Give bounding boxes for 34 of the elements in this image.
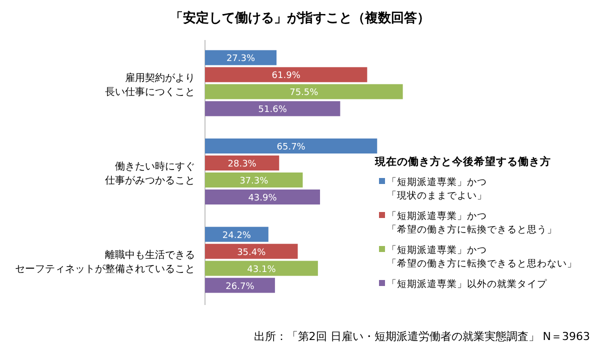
data-label: 35.4% <box>237 248 266 258</box>
data-label: 43.9% <box>248 194 278 204</box>
bar <box>205 190 320 204</box>
text: 出所：「第2回 日雇い・短期派遣労働者の就業実態調査」 N＝3963 <box>254 330 590 343</box>
data-label: 65.7% <box>276 142 306 152</box>
bar <box>205 172 303 188</box>
data-label: 24.2% <box>222 230 252 241</box>
legend-label: 「短期派遣専業」かつ「希望の働き方に転換できると思う」 <box>387 210 557 236</box>
bar <box>205 67 368 82</box>
data-label: 43.1% <box>247 264 276 275</box>
bar <box>205 50 277 66</box>
bar <box>205 101 340 116</box>
data-label: 37.3% <box>240 176 269 186</box>
y-tick-label: 働きたい時にすぐ仕事がみつかること <box>105 160 195 186</box>
data-label: 75.5% <box>290 88 319 98</box>
bar <box>205 84 403 100</box>
bar <box>205 138 378 154</box>
bar <box>205 278 275 293</box>
legend-label: 「短期派遣専業」かつ「希望の働き方に転換できると思わない」 <box>387 244 577 270</box>
bar <box>205 226 268 242</box>
data-label: 27.3% <box>226 54 256 64</box>
bar <box>205 156 280 170</box>
data-label: 61.9% <box>272 71 301 82</box>
data-label: 51.6% <box>258 105 288 116</box>
data-label: 28.3% <box>228 160 257 170</box>
chart-title: 「安定して働ける」が指すこと（複数回答） <box>170 10 430 26</box>
legend-title: 現在の働き方と今後希望する働き方 <box>374 155 551 168</box>
bar <box>205 244 298 259</box>
legend-label: 「短期派遣専業」以外の就業タイプ <box>387 278 548 290</box>
legend-label: 「短期派遣専業」かつ「現状のままでよい」 <box>387 176 487 202</box>
data-label: 26.7% <box>226 282 255 292</box>
y-tick-label: 離職中も生活できるセーフティネットが整備されていること <box>15 248 195 275</box>
y-tick-label: 雇用契約がより長い仕事につくこと <box>105 72 195 98</box>
bar <box>205 260 318 276</box>
